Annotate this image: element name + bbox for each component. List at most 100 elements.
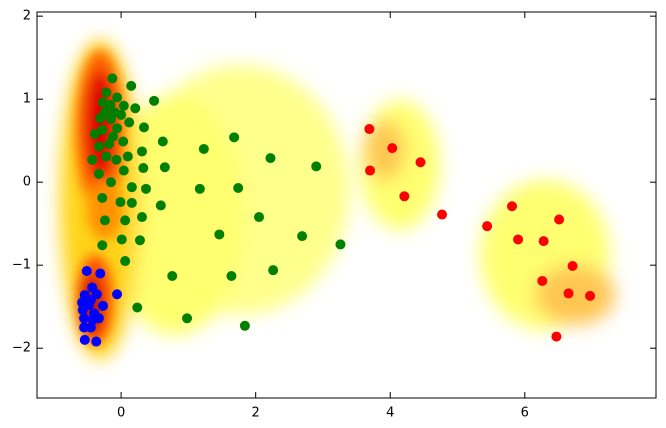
point [101,87,112,98]
point [149,95,160,106]
point [118,100,129,111]
point [482,221,493,232]
point [97,240,108,251]
point [585,290,596,301]
point [415,157,426,168]
point [138,122,149,133]
point [214,229,225,240]
point [399,191,410,202]
point [111,154,122,165]
point [364,124,375,135]
y-tick-label: −2 [12,341,31,356]
point [239,320,250,331]
point [97,124,108,135]
point [79,322,90,333]
x-tick-label: 4 [386,406,394,421]
point [79,313,90,324]
point [365,165,376,176]
point [194,183,205,194]
point [79,334,90,345]
point [115,197,126,208]
point [112,123,123,134]
point [107,73,118,84]
point [159,162,170,173]
point [155,200,166,211]
point [551,331,562,342]
point [126,197,137,208]
point [106,177,117,188]
y-tick-label: 1 [23,92,31,107]
y-tick-label: −1 [12,258,31,273]
point [130,103,141,114]
point [103,138,114,149]
x-tick-label: 0 [117,406,125,421]
point [116,234,127,245]
point [554,214,565,225]
point [101,151,112,162]
point [93,141,104,152]
point [81,265,92,276]
point [138,163,149,174]
point [335,239,346,250]
point [233,182,244,193]
point [116,109,127,120]
point [112,289,123,300]
point [268,265,279,276]
point [311,161,322,172]
point [437,209,448,220]
point [140,183,151,194]
point [513,234,524,245]
point [229,132,240,143]
point [157,136,168,147]
point [118,165,129,176]
point [77,297,88,308]
point [124,117,135,128]
y-tick-label: 0 [23,175,31,190]
point [132,302,143,313]
point [106,114,117,125]
point [91,289,102,300]
point [120,215,131,226]
point [538,236,549,247]
point [134,235,145,246]
plot-frame [36,11,657,399]
point [112,92,123,103]
point [136,146,147,157]
point [95,113,106,124]
point [136,212,147,223]
point [297,231,308,242]
point [167,270,178,281]
density [60,40,615,360]
point [122,151,133,162]
point [126,182,137,193]
point [198,143,209,154]
point [89,129,100,140]
point [91,336,102,347]
point [77,305,88,316]
x-tick-label: 2 [252,406,260,421]
x-tick-label: 6 [521,406,529,421]
point [563,288,574,299]
point [95,268,106,279]
point [99,215,110,226]
point [126,80,137,91]
point [105,99,116,110]
point [120,256,131,267]
y-tick-label: 2 [23,9,31,24]
point [507,201,518,212]
point [265,153,276,164]
point [537,275,548,286]
point [387,143,398,154]
point [97,300,108,311]
point [118,136,129,147]
point [87,154,98,165]
point [567,261,578,272]
point [182,313,193,324]
point [226,270,237,281]
point [87,314,98,325]
point [97,192,108,203]
point [108,131,119,142]
point [254,212,265,223]
point [93,168,104,179]
